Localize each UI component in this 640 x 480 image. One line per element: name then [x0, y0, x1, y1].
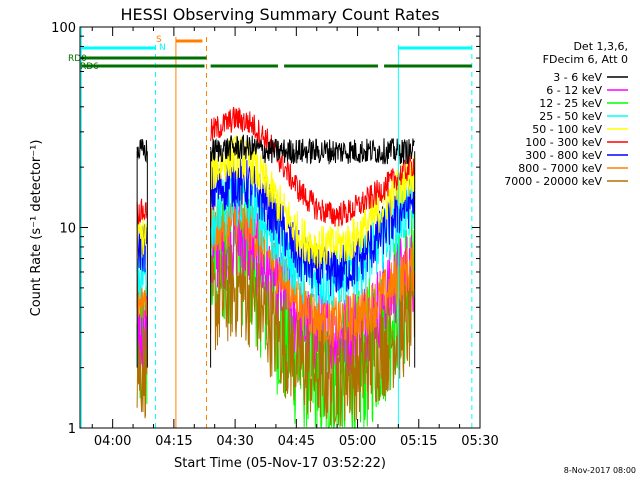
series-line [210, 134, 415, 165]
flag-label-RD6: RD6 [80, 62, 99, 72]
series-line [136, 217, 148, 258]
series-line [136, 325, 148, 419]
legend-entry: 100 - 300 keV [525, 136, 602, 149]
y-tick-label: 100 [51, 21, 76, 36]
y-tick-label: 10 [59, 222, 76, 237]
legend-header: Det 1,3,6, [573, 40, 628, 53]
legend-entry: 6 - 12 keV [546, 84, 602, 97]
legend-entry: 25 - 50 keV [539, 110, 602, 123]
series-line [210, 239, 415, 427]
x-tick-label: 04:00 [94, 434, 131, 449]
flag-label-RD0: RD0 [68, 54, 87, 64]
chart-title: HESSI Observing Summary Count Rates [120, 5, 439, 24]
flag-label-N: N [159, 43, 166, 53]
x-tick-label: 05:15 [400, 434, 437, 449]
flag-label-S: S [156, 35, 162, 45]
x-tick-label: 04:45 [278, 434, 315, 449]
x-tick-label: 04:15 [155, 434, 192, 449]
x-tick-label: 05:00 [339, 434, 376, 449]
legend-entry: 7000 - 20000 keV [504, 175, 602, 188]
series-line [136, 138, 148, 163]
x-tick-label: 05:30 [461, 434, 498, 449]
x-axis-label: Start Time (05-Nov-17 03:52:22) [174, 456, 386, 471]
legend-entry: 12 - 25 keV [539, 97, 602, 110]
series-line [210, 106, 415, 227]
y-axis-label: Count Rate (s⁻¹ detector⁻¹) [29, 140, 44, 317]
y-tick-label: 1 [68, 422, 76, 437]
series-line [136, 198, 148, 225]
legend-header: FDecim 6, Att 0 [543, 53, 628, 66]
x-axis: 04:00 04:15 04:30 04:45 05:00 05:15 05:30 [91, 27, 499, 449]
legend-entry: 800 - 7000 keV [518, 162, 602, 175]
x-tick-label: 04:30 [216, 434, 253, 449]
legend-entry: 3 - 6 keV [553, 71, 602, 84]
legend-entry: 50 - 100 keV [532, 123, 602, 136]
series-line [210, 198, 415, 347]
y-axis: 1 10 100 [51, 21, 480, 437]
series-line [210, 156, 415, 297]
series-line [210, 135, 415, 269]
footer-date: 8-Nov-2017 08:00 [564, 466, 636, 475]
legend-entry: 300 - 800 keV [525, 149, 602, 162]
